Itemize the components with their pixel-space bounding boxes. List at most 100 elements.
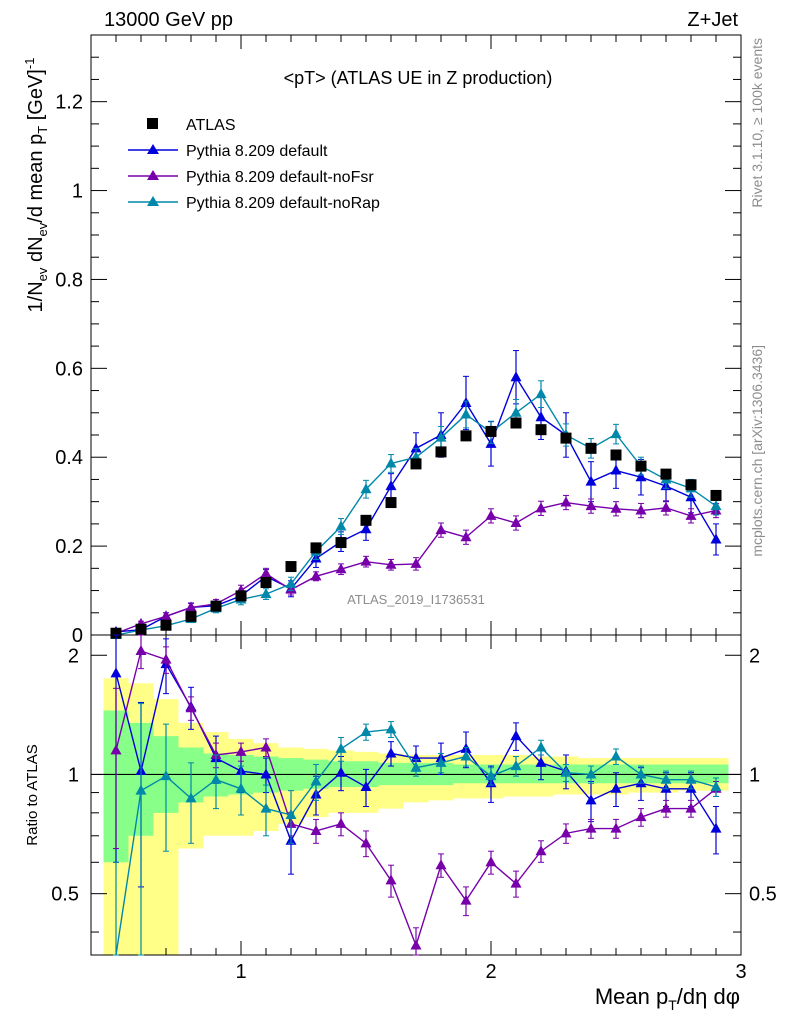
main-ylabel: 1/Nev dNev/d mean pT [GeV]-1 <box>22 58 50 313</box>
ratio-point-noFsr <box>110 744 122 755</box>
main-y-tick-label: 0.8 <box>55 269 83 291</box>
main-point-data <box>335 537 347 549</box>
main-point-noFsr <box>485 509 497 520</box>
ratio-point-default <box>335 766 347 777</box>
main-point-noFsr <box>160 610 172 621</box>
main-point-data <box>710 489 722 501</box>
ratio-point-noFsr <box>385 874 397 885</box>
main-point-noRap <box>510 406 522 417</box>
main-point-data <box>235 590 247 602</box>
ratio-band-outer <box>103 678 729 955</box>
main-y-tick-label: 0.4 <box>55 447 83 469</box>
x-tick-label: 1 <box>235 961 246 983</box>
ratio-point-noFsr <box>335 817 347 828</box>
ratio-point-noRap <box>385 723 397 734</box>
rivet-version-text: Rivet 3.1.10, ≥ 100k events <box>749 38 765 208</box>
main-point-data <box>260 577 272 589</box>
ratio-point-noRap <box>685 773 697 784</box>
ratio-point-noFsr <box>485 856 497 867</box>
ratio-point-default <box>360 780 372 791</box>
ratio-point-default <box>510 730 522 741</box>
main-point-data <box>310 542 322 554</box>
main-point-noFsr <box>410 557 422 568</box>
x-tick-label: 2 <box>485 961 496 983</box>
ratio-point-noFsr <box>635 811 647 822</box>
main-point-data <box>285 561 297 573</box>
main-point-noRap <box>285 577 297 588</box>
main-point-default <box>710 533 722 544</box>
ratio-point-noRap <box>435 756 447 767</box>
legend-marker-nofsr <box>147 170 159 180</box>
legend-marker-norap <box>147 196 159 206</box>
ratio-point-noRap <box>260 802 272 813</box>
main-point-data <box>685 479 697 491</box>
ratio-point-noFsr <box>535 845 547 856</box>
ratio-xlabel: Mean pT/dη dφ <box>595 984 740 1013</box>
ratio-point-noFsr <box>510 877 522 888</box>
ratio-point-noFsr <box>685 802 697 813</box>
main-point-data <box>160 619 172 631</box>
main-point-noFsr <box>685 509 697 520</box>
main-point-data <box>560 432 572 444</box>
ratio-point-noRap <box>585 768 597 779</box>
main-point-data <box>385 497 397 509</box>
ratio-point-noFsr <box>585 822 597 833</box>
ratio-point-noRap <box>135 784 147 795</box>
main-point-noFsr <box>260 567 272 578</box>
ratio-point-noFsr <box>410 939 422 950</box>
main-point-default <box>610 464 622 475</box>
x-tick-label: 3 <box>735 961 746 983</box>
main-point-noRap <box>435 431 447 442</box>
ratio-point-noFsr <box>160 653 172 664</box>
ratio-point-default <box>710 822 722 833</box>
ratio-point-noFsr <box>460 894 472 905</box>
main-point-default <box>585 475 597 486</box>
ratio-point-noRap <box>335 742 347 753</box>
main-point-noRap <box>335 520 347 531</box>
main-point-noFsr <box>560 496 572 507</box>
ratio-point-noRap <box>710 780 722 791</box>
legend-label-nofsr: Pythia 8.209 default-noFsr <box>186 169 374 186</box>
main-point-noFsr <box>585 500 597 511</box>
axes: 1 2 3 0 0.2 0.4 0.6 0.8 1 1.2 0.5 0.5 1 1 2 2 <box>51 35 777 983</box>
main-point-noFsr <box>460 531 472 542</box>
ratio-band-inner <box>103 710 729 863</box>
main-point-default <box>535 411 547 422</box>
legend: ATLAS Pythia 8.209 default Pythia 8.209 … <box>128 117 380 212</box>
mcplots-text: mcplots.cern.ch [arXiv:1306.3436] <box>749 345 765 557</box>
main-point-noFsr <box>535 502 547 513</box>
main-point-default <box>510 371 522 382</box>
main-point-noFsr <box>385 558 397 569</box>
ratio-y-tick-label-right: 1 <box>749 764 760 786</box>
ratio-point-noFsr <box>260 741 272 752</box>
main-point-noRap <box>260 588 272 599</box>
main-point-data <box>460 430 472 442</box>
main-point-data <box>610 449 622 461</box>
header-left: 13000 GeV pp <box>104 9 233 31</box>
main-point-noRap <box>610 428 622 439</box>
ratio-y-tick-label: 1 <box>68 764 79 786</box>
ratio-point-noFsr <box>435 859 447 870</box>
ratio-point-noFsr <box>360 837 372 848</box>
main-point-data <box>435 446 447 458</box>
ratio-point-default <box>260 768 272 779</box>
ratio-point-noRap <box>210 773 222 784</box>
ratio-point-noRap <box>360 726 372 737</box>
main-point-data <box>410 458 422 470</box>
ratio-point-noFsr <box>210 748 222 759</box>
ratio-ylabel: Ratio to ATLAS <box>24 744 41 845</box>
main-point-noFsr <box>185 601 197 612</box>
main-point-default <box>635 471 647 482</box>
ratio-point-default <box>610 782 622 793</box>
ratio-point-noFsr <box>660 802 672 813</box>
main-point-noFsr <box>310 570 322 581</box>
ratio-point-noRap <box>460 750 472 761</box>
legend-label-atlas: ATLAS <box>186 117 236 134</box>
ratio-series-noRap <box>113 703 722 956</box>
main-point-noFsr <box>635 504 647 515</box>
main-point-noFsr <box>335 563 347 574</box>
ratio-y-tick-label-right: 0.5 <box>749 884 777 906</box>
main-point-default <box>360 523 372 534</box>
main-point-noRap <box>460 408 472 419</box>
